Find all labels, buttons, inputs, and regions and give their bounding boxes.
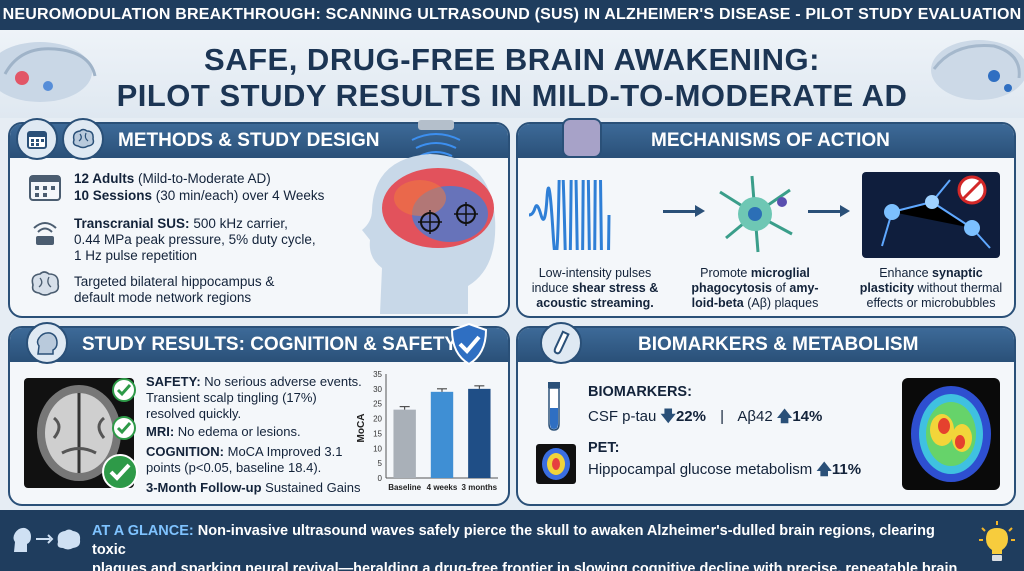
- chart-y-tick: 10: [373, 444, 382, 453]
- chart-y-tick: 0: [378, 474, 383, 483]
- chart-bar: [430, 391, 454, 478]
- ab-label: Aβ42: [737, 408, 773, 425]
- pet-scan-thumb-icon: [536, 444, 576, 484]
- footer-lead: AT A GLANCE:: [92, 523, 194, 539]
- blood-vial-icon: [548, 382, 560, 431]
- adults-text: 12 Adults (Mild-to-Moderate AD): [74, 171, 271, 186]
- amyloid-plaque-icon: [562, 118, 602, 158]
- mechanism-2-text: Promote microglial phagocytosis of amy-lo…: [691, 266, 819, 310]
- chart-y-tick: 30: [373, 385, 382, 394]
- chart-y-tick: 15: [373, 429, 382, 438]
- chart-y-tick: 35: [373, 370, 382, 379]
- brain-outline-icon: [31, 271, 60, 296]
- mechanisms-heading: MECHANISMS OF ACTION: [651, 130, 890, 151]
- arrow-up-icon: 🡅: [776, 408, 793, 425]
- calendar-small-icon: [29, 175, 61, 201]
- test-tube-icon: [540, 322, 582, 364]
- safety-text: SAFETY: No serious adverse events. Transi…: [146, 374, 362, 421]
- targets-text: Targeted bilateral hippocampus & default …: [74, 274, 275, 305]
- results-header: STUDY RESULTS: COGNITION & SAFETY: [10, 328, 508, 362]
- followup-text: 3-Month Follow-up Sustained Gains: [146, 480, 361, 495]
- moca-bar-chart: MoCA 0 5 10 15 20 25 30 35 Baseline 4 weeks 3 mont…: [356, 370, 498, 492]
- top-banner: NEUROMODULATION BREAKTHROUGH: SCANNING U…: [0, 0, 1024, 30]
- footer-text-1: Non-invasive ultrasound waves safely pie…: [92, 523, 935, 558]
- brain-neurons-right-icon: [931, 40, 1024, 100]
- microglia-cell-icon: [719, 175, 793, 253]
- ultrasound-wave-icon: [528, 180, 611, 250]
- arrow-down-icon: 🡇: [660, 408, 676, 425]
- separator: |: [720, 408, 725, 425]
- ab-value: 14%: [792, 408, 823, 425]
- main-title-line2: PILOT STUDY RESULTS IN MILD-TO-MODERATE …: [116, 78, 908, 113]
- check-cognition-icon: [102, 454, 138, 490]
- chart-x-tick: 4 weeks: [427, 483, 458, 492]
- biomarkers-heading: BIOMARKERS & METABOLISM: [638, 334, 919, 355]
- at-a-glance-footer: AT A GLANCE: Non-invasive ultrasound wav…: [0, 510, 1024, 571]
- pet-label: Hippocampal glucose metabolism: [588, 461, 813, 478]
- mechanism-3-text: Enhance synaptic plasticity without therm…: [859, 266, 1003, 310]
- csf-label: CSF p-tau: [588, 408, 657, 425]
- chart-x-tick: 3 months: [462, 483, 498, 492]
- arrow-2-icon: [808, 210, 842, 213]
- check-mri-icon: [112, 416, 136, 440]
- biomarkers-title: BIOMARKERS:: [588, 384, 692, 400]
- banner-text: NEUROMODULATION BREAKTHROUGH: SCANNING U…: [2, 6, 1022, 23]
- shield-check-icon: [450, 322, 488, 366]
- footer-text: AT A GLANCE: Non-invasive ultrasound wav…: [92, 522, 972, 571]
- synapse-neurons-image: [862, 172, 1000, 258]
- head-arrow-brain-icon: [13, 527, 81, 552]
- check-safety-icon: [112, 378, 136, 402]
- pet-row: Hippocampal glucose metabolism 🡅11%: [588, 461, 861, 479]
- cognition-text: COGNITION: MoCA Improved 3.1 points (p<0.…: [146, 444, 343, 475]
- arrow-up-pet-icon: 🡅: [816, 461, 832, 478]
- mri-text: MRI: No edema or lesions.: [146, 424, 301, 439]
- arrow-1-head: [695, 205, 705, 217]
- calendar-icon: [16, 118, 58, 160]
- arrow-1-icon: [663, 210, 697, 213]
- chart-bar: [468, 388, 491, 478]
- pet-brain-scan-image: [902, 378, 1000, 490]
- chart-x-tick: Baseline: [388, 483, 421, 492]
- ultrasound-transducer-icon: [33, 222, 57, 245]
- sus-params-text: Transcranial SUS: 500 kHz carrier, 0.44 M…: [74, 216, 316, 263]
- brain-glow-left-icon: [0, 42, 97, 102]
- biomarkers-header: BIOMARKERS & METABOLISM: [518, 328, 1014, 362]
- head-brain-icon: [26, 322, 68, 364]
- chart-y-tick: 5: [378, 459, 383, 468]
- mechanism-1-text: Low-intensity pulses induce shear stress …: [531, 266, 659, 310]
- main-title-line1: SAFE, DRUG-FREE BRAIN AWAKENING:: [204, 42, 820, 77]
- csf-ab-row: CSF p-tau 🡇22% | Aβ42 🡅14%: [588, 408, 822, 426]
- hero: [0, 30, 1024, 118]
- lightbulb-icon: [979, 521, 1015, 561]
- pet-title: PET:: [588, 440, 620, 456]
- csf-value: 22%: [675, 408, 706, 425]
- methods-heading: METHODS & STUDY DESIGN: [118, 130, 380, 151]
- chart-y-tick: 20: [373, 415, 382, 424]
- pet-value: 11%: [831, 461, 862, 478]
- chart-ylabel: MoCA: [356, 414, 367, 443]
- chart-bar: [393, 409, 416, 478]
- head-ultrasound-illustration: [362, 120, 496, 314]
- arrow-2-head: [840, 205, 850, 217]
- chart-y-tick: 25: [373, 400, 382, 409]
- sessions-text: 10 Sessions (30 min/each) over 4 Weeks: [74, 188, 325, 203]
- footer-text-2: plaques and sparking neural revival—hera…: [92, 561, 958, 571]
- brain-icon: [62, 118, 104, 160]
- results-heading: STUDY RESULTS: COGNITION & SAFETY: [82, 334, 458, 355]
